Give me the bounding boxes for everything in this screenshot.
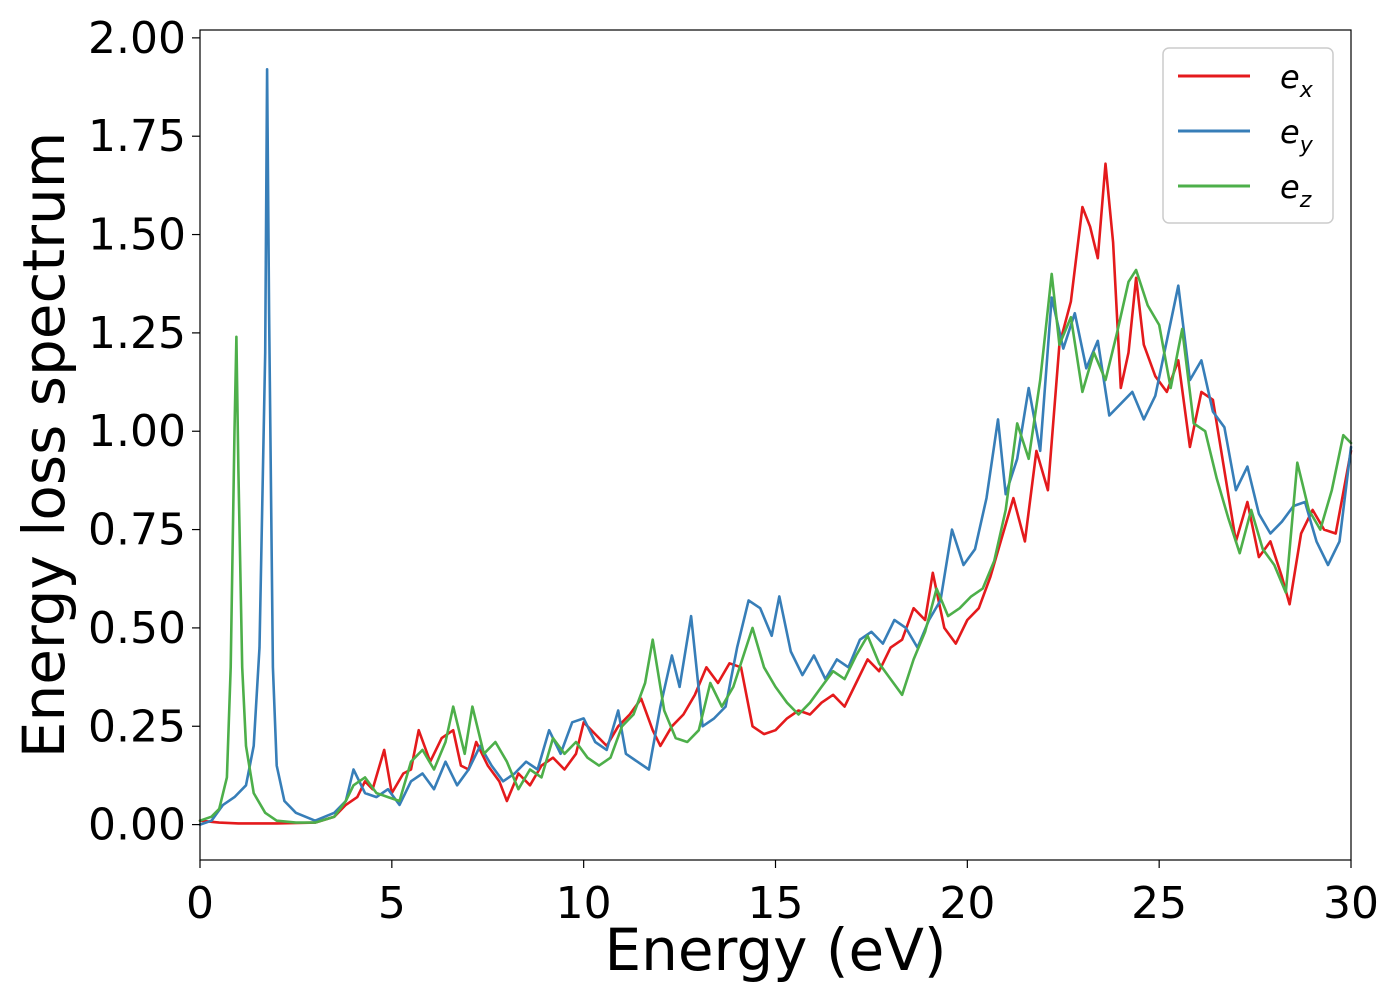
y-tick-label: 0.25 <box>88 701 186 752</box>
legend-label-e-x: ex <box>1280 58 1314 103</box>
y-tick-label: 1.25 <box>88 308 186 359</box>
legend-label-main: e <box>1280 58 1300 96</box>
x-tick-label: 25 <box>1131 878 1187 929</box>
y-tick-label: 2.00 <box>88 13 186 64</box>
legend-label-subscript: y <box>1299 133 1314 158</box>
y-tick-label: 1.00 <box>88 406 186 457</box>
x-tick-label: 10 <box>556 878 612 929</box>
legend-label-e-y: ey <box>1280 113 1314 158</box>
x-tick-label: 0 <box>186 878 214 929</box>
legend-label-subscript: x <box>1299 78 1314 103</box>
y-tick-label: 1.50 <box>88 210 186 261</box>
y-axis-ticks: 0.00 0.25 0.50 0.75 1.00 1.25 1.50 1.75 2.00 <box>88 13 200 851</box>
legend-label-e-z: ez <box>1280 168 1312 213</box>
x-tick-label: 5 <box>378 878 406 929</box>
y-tick-label: 1.75 <box>88 111 186 162</box>
legend-label-main: e <box>1280 113 1300 151</box>
legend-box <box>1162 47 1334 224</box>
y-tick-label: 0.50 <box>88 603 186 654</box>
series-line-e-z <box>198 268 1353 824</box>
series-layer <box>198 68 1353 826</box>
y-axis-label: Energy loss spectrum <box>10 132 78 758</box>
x-tick-label: 20 <box>939 878 995 929</box>
y-tick-label: 0.00 <box>88 800 186 851</box>
legend-label-subscript: z <box>1299 188 1312 213</box>
x-tick-label: 15 <box>748 878 804 929</box>
x-axis-label: Energy (eV) <box>604 916 946 984</box>
y-tick-label: 0.75 <box>88 505 186 556</box>
x-axis-ticks: 0 5 10 15 20 25 30 <box>186 860 1379 929</box>
x-tick-label: 30 <box>1323 878 1379 929</box>
legend-label-main: e <box>1280 168 1300 206</box>
